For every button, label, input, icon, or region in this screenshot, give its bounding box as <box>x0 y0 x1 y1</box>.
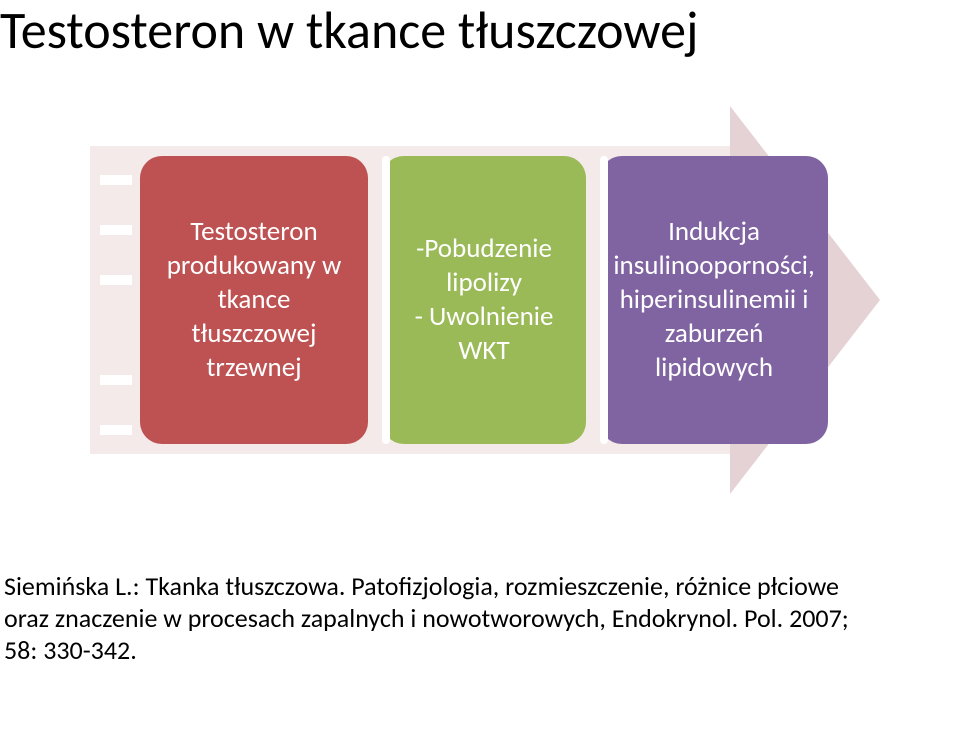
page-title: Testosteron w tkance tłuszczowej <box>0 0 960 60</box>
card-separator <box>600 156 608 444</box>
card-line: hiperinsulinemii i <box>620 283 809 317</box>
card-line: lipolizy <box>446 266 522 300</box>
card-line: -Pobudzenie <box>416 232 552 266</box>
step-card-1: Testosteron produkowany w tkance tłuszcz… <box>140 156 368 444</box>
card-separator <box>382 156 390 444</box>
card-line: - Uwolnienie WKT <box>396 300 572 368</box>
card-line: lipidowych <box>655 351 773 385</box>
card-line: tkance tłuszczowej <box>154 283 354 351</box>
card-line: trzewnej <box>206 351 301 385</box>
card-line: produkowany w <box>167 249 342 283</box>
arrow-tick <box>100 175 132 185</box>
arrow-tick <box>100 275 132 285</box>
card-line: zaburzeń <box>665 317 764 351</box>
card-line: Testosteron <box>190 215 317 249</box>
arrow-tick <box>100 425 132 435</box>
card-line: insulinooporności, <box>613 249 814 283</box>
step-card-2: -Pobudzenie lipolizy - Uwolnienie WKT <box>382 156 586 444</box>
card-line: Indukcja <box>668 215 760 249</box>
citation-text: Siemińska L.: Tkanka tłuszczowa. Patofiz… <box>4 570 884 666</box>
arrow-tick <box>100 375 132 385</box>
arrow-tick <box>100 225 132 235</box>
step-card-3: Indukcja insulinooporności, hiperinsulin… <box>600 156 828 444</box>
